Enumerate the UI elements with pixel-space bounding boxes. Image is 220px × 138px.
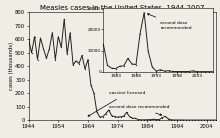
Text: vaccine licensed: vaccine licensed [88,91,145,116]
Text: second dose
recommended: second dose recommended [147,14,192,30]
Y-axis label: cases (thousands): cases (thousands) [9,42,14,90]
Title: Measles cases in the United States, 1944-2007: Measles cases in the United States, 1944… [40,5,204,11]
Text: second dose recommended: second dose recommended [109,105,169,115]
